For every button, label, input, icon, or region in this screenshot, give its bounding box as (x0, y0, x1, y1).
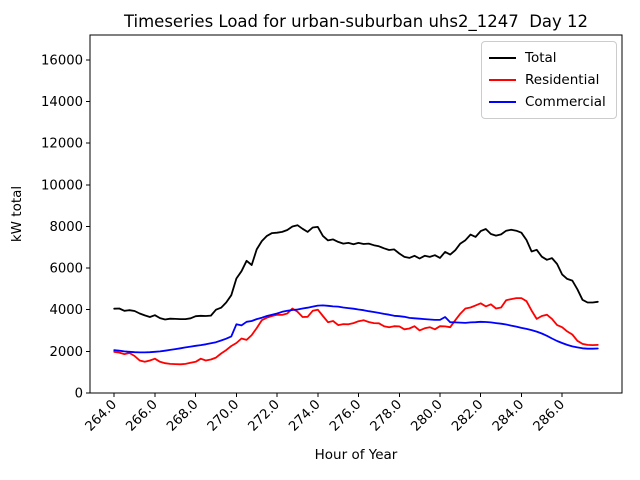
series-line-residential (113, 297, 599, 366)
legend-label: Commercial (525, 94, 606, 110)
y-tick-label: 0 (75, 387, 83, 402)
legend-item-total: Total (489, 47, 608, 69)
series-line-total (113, 224, 599, 321)
x-tick-label: 268.0 (164, 397, 201, 434)
y-tick-label: 14000 (41, 95, 83, 110)
y-tick-label: 4000 (49, 303, 83, 318)
legend-line-swatch (489, 101, 516, 103)
legend: Total Residential Commercial (481, 41, 617, 119)
x-tick-label: 274.0 (286, 397, 323, 434)
x-tick-label: 286.0 (531, 397, 568, 434)
x-tick-label: 270.0 (205, 397, 242, 434)
legend-item-residential: Residential (489, 69, 608, 91)
x-tick-label: 280.0 (409, 397, 446, 434)
y-tick-label: 16000 (41, 53, 83, 68)
x-tick-label: 284.0 (490, 397, 527, 434)
y-tick-label: 10000 (41, 178, 83, 193)
legend-label: Total (525, 50, 557, 66)
x-tick-label: 266.0 (123, 397, 160, 434)
legend-item-commercial: Commercial (489, 91, 608, 113)
x-tick-label: 282.0 (449, 397, 486, 434)
y-tick-label: 8000 (49, 220, 83, 235)
axes-frame (89, 34, 623, 394)
x-tick-label: 278.0 (368, 397, 405, 434)
x-axis-label: Hour of Year (314, 447, 398, 463)
legend-line-swatch (489, 57, 516, 59)
legend-line-swatch (489, 79, 516, 81)
y-tick-label: 12000 (41, 137, 83, 152)
legend-label: Residential (525, 72, 600, 88)
y-axis-label: kW total (9, 185, 25, 243)
y-tick-label: 6000 (49, 262, 83, 277)
y-tick-label: 2000 (49, 345, 83, 360)
chart-title: Timeseries Load for urban-suburban uhs2_… (123, 12, 589, 31)
series-line-commercial (113, 304, 599, 354)
x-tick-label: 272.0 (246, 397, 283, 434)
x-tick-label: 264.0 (83, 397, 120, 434)
x-tick-label: 276.0 (327, 397, 364, 434)
